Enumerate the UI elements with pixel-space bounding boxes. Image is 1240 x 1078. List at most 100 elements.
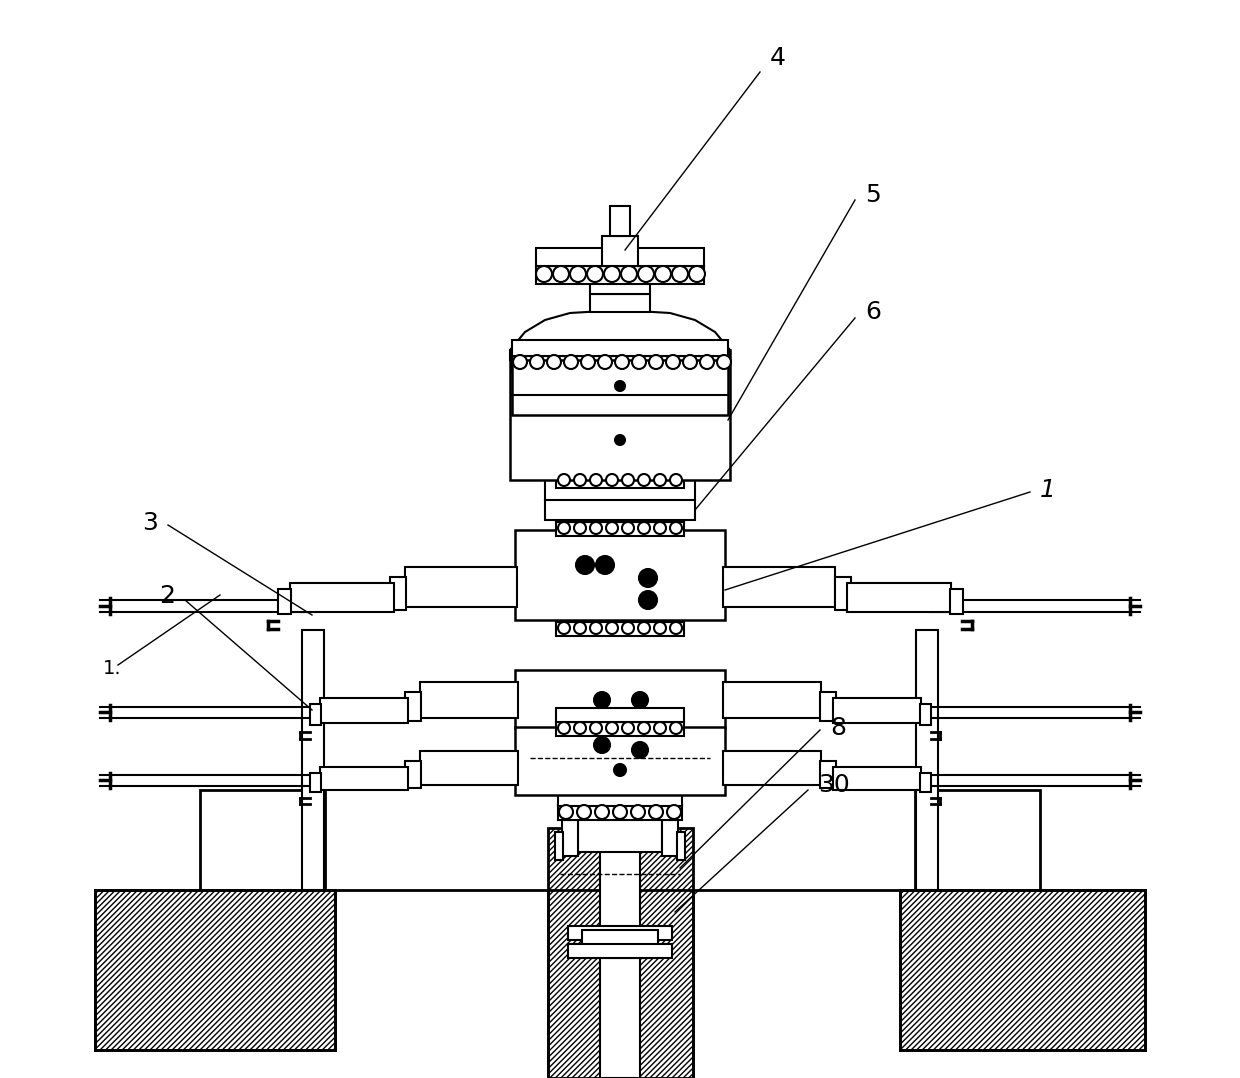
Circle shape bbox=[604, 266, 620, 282]
Circle shape bbox=[622, 722, 634, 734]
Polygon shape bbox=[677, 832, 684, 860]
Text: 2: 2 bbox=[159, 584, 175, 608]
Polygon shape bbox=[420, 751, 518, 785]
Polygon shape bbox=[601, 236, 639, 266]
Polygon shape bbox=[556, 460, 684, 474]
Circle shape bbox=[606, 622, 618, 634]
Polygon shape bbox=[723, 567, 835, 607]
Circle shape bbox=[667, 805, 681, 819]
Polygon shape bbox=[405, 692, 422, 721]
Polygon shape bbox=[600, 848, 640, 1078]
Polygon shape bbox=[833, 697, 921, 723]
Circle shape bbox=[547, 355, 560, 369]
Circle shape bbox=[717, 355, 732, 369]
Polygon shape bbox=[556, 622, 684, 636]
Circle shape bbox=[639, 474, 650, 486]
Circle shape bbox=[577, 805, 591, 819]
Polygon shape bbox=[833, 768, 921, 790]
Circle shape bbox=[639, 569, 657, 588]
Circle shape bbox=[621, 266, 637, 282]
Polygon shape bbox=[512, 356, 728, 372]
Circle shape bbox=[564, 355, 578, 369]
Circle shape bbox=[670, 722, 682, 734]
Polygon shape bbox=[558, 804, 682, 820]
Polygon shape bbox=[510, 350, 730, 480]
Circle shape bbox=[649, 805, 663, 819]
Polygon shape bbox=[568, 926, 672, 940]
Text: 5: 5 bbox=[866, 183, 880, 207]
Circle shape bbox=[595, 805, 609, 819]
Circle shape bbox=[622, 474, 634, 486]
Polygon shape bbox=[310, 773, 321, 792]
Circle shape bbox=[670, 522, 682, 534]
Circle shape bbox=[590, 722, 601, 734]
Polygon shape bbox=[556, 522, 684, 536]
Polygon shape bbox=[915, 790, 1040, 890]
Polygon shape bbox=[556, 708, 684, 722]
Text: 4: 4 bbox=[770, 46, 786, 70]
Circle shape bbox=[653, 474, 666, 486]
Polygon shape bbox=[662, 820, 678, 856]
Polygon shape bbox=[512, 360, 728, 415]
Circle shape bbox=[590, 474, 601, 486]
Circle shape bbox=[606, 522, 618, 534]
Text: 8: 8 bbox=[830, 716, 846, 740]
Polygon shape bbox=[900, 890, 1145, 1050]
Circle shape bbox=[615, 381, 625, 391]
Circle shape bbox=[666, 355, 680, 369]
Polygon shape bbox=[916, 630, 937, 890]
Polygon shape bbox=[723, 751, 821, 785]
Circle shape bbox=[653, 722, 666, 734]
Circle shape bbox=[570, 266, 587, 282]
Text: 6: 6 bbox=[866, 300, 880, 324]
Polygon shape bbox=[391, 577, 405, 610]
Circle shape bbox=[632, 355, 646, 369]
Polygon shape bbox=[320, 697, 408, 723]
Polygon shape bbox=[556, 722, 684, 736]
Circle shape bbox=[606, 474, 618, 486]
Circle shape bbox=[639, 622, 650, 634]
Circle shape bbox=[553, 266, 569, 282]
Circle shape bbox=[590, 522, 601, 534]
Circle shape bbox=[613, 805, 627, 819]
Polygon shape bbox=[290, 583, 394, 612]
Circle shape bbox=[614, 764, 626, 776]
Polygon shape bbox=[590, 294, 650, 312]
Circle shape bbox=[622, 622, 634, 634]
Polygon shape bbox=[405, 567, 517, 607]
Polygon shape bbox=[420, 682, 518, 718]
Circle shape bbox=[594, 737, 610, 754]
Circle shape bbox=[558, 722, 570, 734]
Circle shape bbox=[594, 692, 610, 708]
Circle shape bbox=[513, 355, 527, 369]
Circle shape bbox=[689, 266, 706, 282]
Circle shape bbox=[632, 742, 649, 758]
Circle shape bbox=[701, 355, 714, 369]
Polygon shape bbox=[556, 608, 684, 622]
Circle shape bbox=[598, 355, 613, 369]
Polygon shape bbox=[320, 768, 408, 790]
Polygon shape bbox=[950, 589, 963, 614]
Polygon shape bbox=[556, 474, 684, 488]
Polygon shape bbox=[556, 508, 684, 522]
Circle shape bbox=[631, 805, 645, 819]
Text: 3: 3 bbox=[143, 511, 157, 535]
Circle shape bbox=[590, 622, 601, 634]
Circle shape bbox=[670, 622, 682, 634]
Polygon shape bbox=[303, 630, 324, 890]
Polygon shape bbox=[536, 248, 704, 266]
Circle shape bbox=[558, 622, 570, 634]
Circle shape bbox=[653, 622, 666, 634]
Circle shape bbox=[632, 692, 649, 708]
Circle shape bbox=[639, 522, 650, 534]
Circle shape bbox=[582, 355, 595, 369]
Circle shape bbox=[574, 722, 587, 734]
Polygon shape bbox=[310, 704, 321, 725]
Circle shape bbox=[655, 266, 671, 282]
Circle shape bbox=[622, 522, 634, 534]
Polygon shape bbox=[515, 530, 725, 620]
Polygon shape bbox=[920, 773, 931, 792]
Text: 1.: 1. bbox=[103, 659, 122, 677]
Polygon shape bbox=[610, 206, 630, 236]
Circle shape bbox=[559, 805, 573, 819]
